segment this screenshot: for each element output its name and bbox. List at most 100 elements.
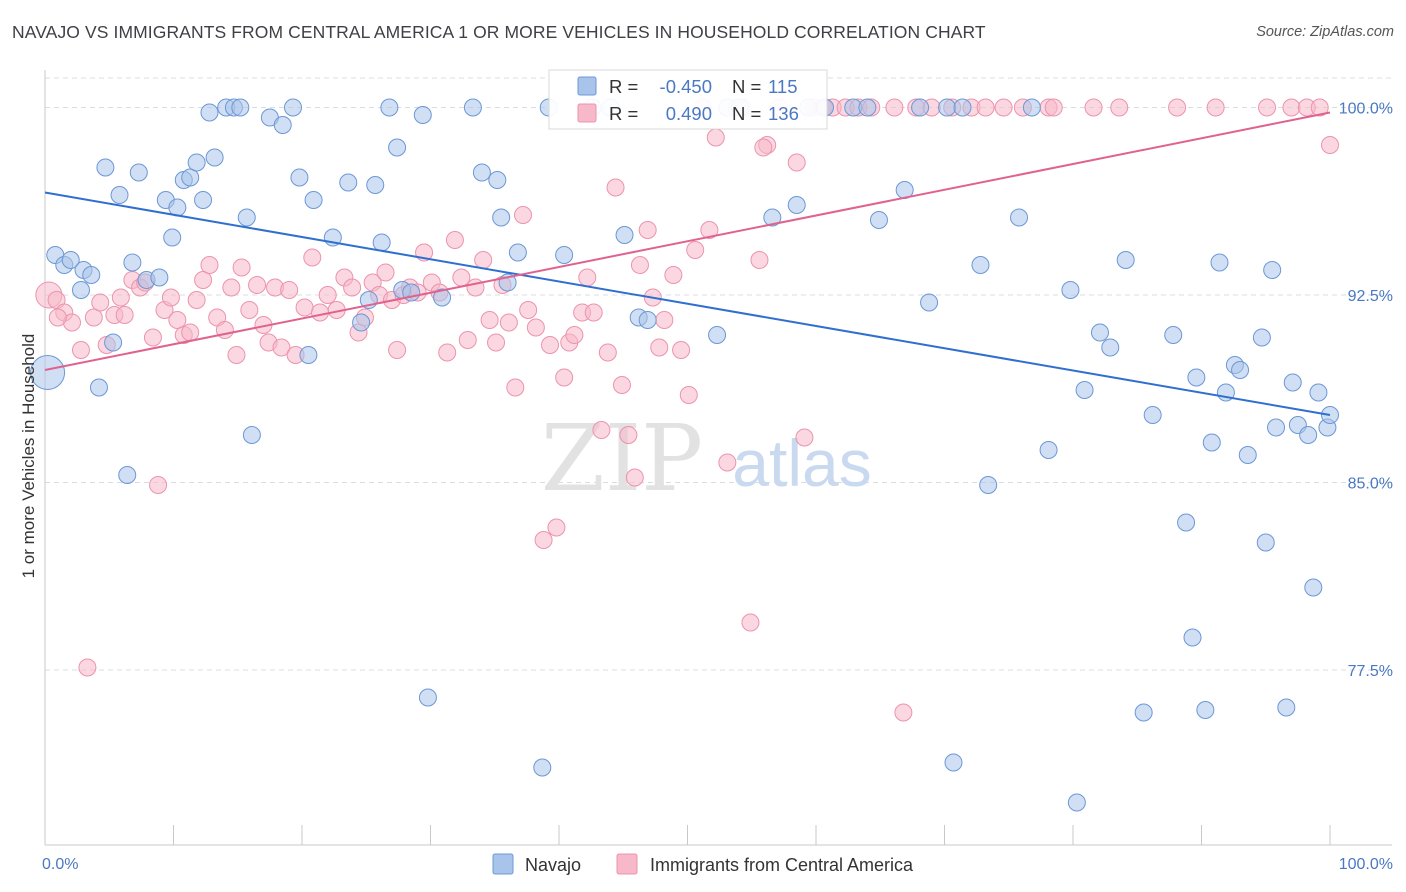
immigrants-point-135 bbox=[754, 138, 773, 157]
immigrants-point-69 bbox=[514, 206, 533, 224]
navajo-point-3 bbox=[61, 251, 80, 269]
immigrants-point-129 bbox=[1258, 98, 1277, 117]
navajo-point-80 bbox=[979, 476, 998, 494]
immigrants-point-6 bbox=[84, 308, 103, 327]
navajo-point-43 bbox=[388, 138, 407, 157]
chart-source: Source: ZipAtlas.com bbox=[1256, 24, 1394, 40]
navajo-point-21 bbox=[187, 153, 206, 172]
stats-legend-n-value-immigrants: 136 bbox=[768, 103, 799, 124]
immigrants-point-75 bbox=[555, 368, 574, 387]
immigrants-point-80 bbox=[584, 303, 603, 322]
navajo-point-85 bbox=[1067, 793, 1086, 812]
immigrants-point-35 bbox=[272, 338, 291, 357]
immigrants-point-61 bbox=[458, 331, 477, 349]
y-tick-label-1: 85.0% bbox=[1348, 476, 1393, 493]
immigrants-point-103 bbox=[750, 251, 769, 269]
immigrants-point-93 bbox=[672, 341, 691, 359]
x-tick-label-0: 0.0% bbox=[42, 856, 78, 873]
immigrants-point-114 bbox=[885, 98, 904, 117]
navajo-point-46 bbox=[413, 106, 432, 124]
navajo-point-88 bbox=[1101, 338, 1120, 357]
navajo-point-4 bbox=[71, 281, 90, 299]
immigrants-point-15 bbox=[143, 328, 162, 347]
immigrants-point-99 bbox=[718, 453, 737, 472]
y-tick-labels: 77.5% 85.0% 92.5% 100.0% bbox=[1339, 101, 1393, 681]
immigrants-point-64 bbox=[480, 311, 499, 329]
navajo-point-110 bbox=[1299, 426, 1318, 444]
trend-lines bbox=[44, 111, 1331, 416]
immigrants-point-49 bbox=[376, 263, 395, 282]
immigrants-point-81 bbox=[592, 421, 611, 439]
immigrants-point-73 bbox=[541, 336, 560, 354]
immigrants-point-98 bbox=[706, 128, 725, 147]
navajo-point-8 bbox=[96, 158, 115, 177]
legend-label-navajo: Navajo bbox=[525, 855, 581, 875]
navajo-point-20 bbox=[181, 168, 200, 187]
immigrants-point-23 bbox=[194, 271, 213, 289]
immigrants-point-10 bbox=[111, 288, 130, 307]
immigrants-point-107 bbox=[795, 428, 814, 447]
immigrants-point-87 bbox=[630, 256, 649, 274]
navajo-point-112 bbox=[1309, 383, 1328, 402]
stats-legend-swatch-navajo bbox=[577, 76, 597, 96]
immigrants-point-63 bbox=[474, 251, 493, 269]
immigrants-point-124 bbox=[1044, 98, 1063, 117]
navajo-point-63 bbox=[708, 326, 727, 344]
y-axis-label: 1 or more Vehicles in Household bbox=[19, 334, 38, 579]
stats-legend-n-label-navajo: N = bbox=[732, 76, 761, 97]
legend-swatch-immigrants bbox=[616, 853, 638, 875]
navajo-point-84 bbox=[1061, 281, 1080, 299]
navajo-point-50 bbox=[472, 163, 491, 182]
navajo-point-38 bbox=[352, 313, 371, 332]
stats-legend-n-label-immigrants: N = bbox=[732, 103, 761, 124]
navajo-point-111 bbox=[1304, 578, 1323, 597]
navajo-point-28 bbox=[237, 208, 256, 227]
y-tick-label-0: 77.5% bbox=[1348, 663, 1393, 680]
immigrants-point-30 bbox=[240, 301, 259, 319]
navajo-point-49 bbox=[463, 98, 482, 117]
navajo-point-52 bbox=[492, 208, 511, 227]
immigrants-point-60 bbox=[452, 268, 471, 287]
navajo-point-13 bbox=[129, 163, 148, 182]
stats-legend-r-label-immigrants: R = bbox=[609, 103, 638, 124]
navajo-point-40 bbox=[366, 176, 385, 194]
navajo-point-105 bbox=[1263, 261, 1282, 279]
immigrants-point-36 bbox=[280, 281, 299, 299]
navajo-point-60 bbox=[615, 226, 634, 244]
navajo-points bbox=[30, 98, 1339, 812]
stats-legend: R = -0.450 N = 115 R = 0.490 N = 136 bbox=[548, 69, 828, 130]
immigrants-point-133 bbox=[1321, 136, 1339, 154]
immigrants-point-31 bbox=[248, 276, 267, 294]
navajo-point-78 bbox=[953, 98, 972, 117]
navajo-point-47 bbox=[418, 688, 437, 707]
immigrants-point-29 bbox=[232, 258, 251, 277]
immigrants-point-22 bbox=[187, 291, 206, 309]
immigrants-point-88 bbox=[638, 221, 657, 239]
navajo-point-57 bbox=[555, 246, 574, 264]
navajo-point-86 bbox=[1075, 381, 1094, 399]
navajo-point-66 bbox=[763, 208, 782, 227]
navajo-point-90 bbox=[1134, 703, 1153, 722]
immigrants-point-90 bbox=[650, 338, 669, 357]
navajo-trend-line bbox=[44, 191, 1331, 416]
immigrants-point-120 bbox=[976, 98, 995, 117]
immigrants-point-38 bbox=[295, 298, 314, 317]
navajo-point-108 bbox=[1283, 373, 1302, 392]
navajo-point-42 bbox=[380, 98, 399, 117]
immigrants-point-127 bbox=[1168, 98, 1187, 117]
navajo-point-93 bbox=[1177, 513, 1196, 532]
navajo-point-103 bbox=[1252, 328, 1271, 347]
navajo-point-27 bbox=[231, 98, 250, 117]
navajo-point-76 bbox=[938, 98, 957, 117]
immigrants-point-58 bbox=[438, 343, 457, 362]
immigrants-point-84 bbox=[612, 376, 631, 394]
navajo-point-107 bbox=[1277, 698, 1296, 717]
navajo-point-79 bbox=[971, 256, 990, 274]
immigrants-point-74 bbox=[547, 518, 566, 537]
navajo-point-74 bbox=[911, 98, 930, 117]
navajo-point-96 bbox=[1196, 701, 1215, 719]
navajo-point-22 bbox=[194, 191, 213, 209]
navajo-point-23 bbox=[200, 103, 219, 122]
immigrants-point-28 bbox=[227, 346, 246, 364]
navajo-point-33 bbox=[290, 168, 309, 187]
